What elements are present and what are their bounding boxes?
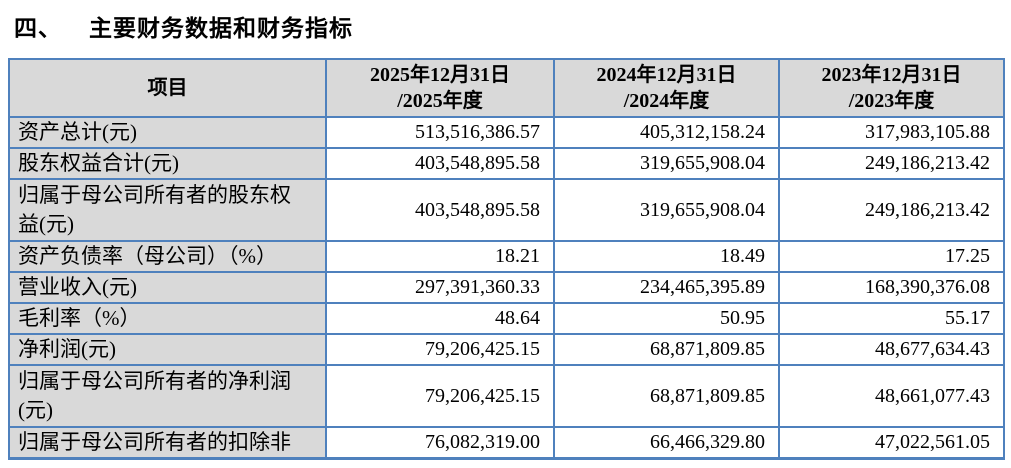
header-2023-line1: 2023年12月31日 [821, 64, 962, 86]
header-2024-line2: /2024年度 [623, 90, 710, 112]
row-value-2023: 17.25 [778, 240, 1005, 273]
row-value-2025: 79,206,425.15 [325, 333, 555, 366]
row-label: 资产总计(元) [8, 116, 327, 149]
table-row-debt-ratio: 资产负债率（母公司）（%） 18.21 18.49 17.25 [8, 240, 1005, 273]
row-value-2024: 18.49 [553, 240, 780, 273]
row-value-2023: 48,661,077.43 [778, 364, 1005, 428]
section-title-text: 主要财务数据和财务指标 [89, 16, 353, 41]
header-item: 项目 [8, 58, 327, 118]
table-row-parent-deducted-profit: 归属于母公司所有者的扣除非 76,082,319.00 66,466,329.8… [8, 426, 1005, 460]
row-label: 股东权益合计(元) [8, 147, 327, 180]
table-row-net-profit: 净利润(元) 79,206,425.15 68,871,809.85 48,67… [8, 333, 1005, 366]
row-value-2024: 319,655,908.04 [553, 147, 780, 180]
row-label: 毛利率（%） [8, 302, 327, 335]
section-title: 四、 主要财务数据和财务指标 [14, 9, 1011, 43]
row-value-2024: 50.95 [553, 302, 780, 335]
row-value-2025: 76,082,319.00 [325, 426, 555, 460]
header-2024: 2024年12月31日 /2024年度 [553, 58, 780, 118]
row-value-2023: 47,022,561.05 [778, 426, 1005, 460]
row-value-2023: 55.17 [778, 302, 1005, 335]
row-value-2024: 68,871,809.85 [553, 364, 780, 428]
row-label: 净利润(元) [8, 333, 327, 366]
table-header-row: 项目 2025年12月31日 /2025年度 2024年12月31日 /2024… [8, 58, 1005, 118]
row-value-2024: 234,465,395.89 [553, 271, 780, 304]
section-number: 四、 [14, 16, 62, 41]
table-row-total-equity: 股东权益合计(元) 403,548,895.58 319,655,908.04 … [8, 147, 1005, 180]
row-label: 归属于母公司所有者的净利润(元) [8, 364, 327, 428]
financial-data-table: 项目 2025年12月31日 /2025年度 2024年12月31日 /2024… [8, 58, 1005, 460]
table-row-parent-equity: 归属于母公司所有者的股东权益(元) 403,548,895.58 319,655… [8, 178, 1005, 242]
row-value-2024: 405,312,158.24 [553, 116, 780, 149]
header-2025-line1: 2025年12月31日 [370, 64, 510, 86]
row-value-2025: 79,206,425.15 [325, 364, 555, 428]
header-2023: 2023年12月31日 /2023年度 [778, 58, 1005, 118]
row-value-2023: 249,186,213.42 [778, 147, 1005, 180]
row-label: 归属于母公司所有者的股东权益(元) [8, 178, 327, 242]
table-row-total-assets: 资产总计(元) 513,516,386.57 405,312,158.24 31… [8, 116, 1005, 149]
row-value-2025: 18.21 [325, 240, 555, 273]
row-value-2025: 48.64 [325, 302, 555, 335]
header-2023-line2: /2023年度 [848, 90, 935, 112]
header-2025-line2: /2025年度 [397, 90, 483, 112]
row-value-2023: 48,677,634.43 [778, 333, 1005, 366]
row-value-2025: 403,548,895.58 [325, 147, 555, 180]
row-value-2024: 66,466,329.80 [553, 426, 780, 460]
row-label: 营业收入(元) [8, 271, 327, 304]
row-value-2025: 297,391,360.33 [325, 271, 555, 304]
row-value-2024: 68,871,809.85 [553, 333, 780, 366]
table-row-gross-margin: 毛利率（%） 48.64 50.95 55.17 [8, 302, 1005, 335]
row-value-2025: 403,548,895.58 [325, 178, 555, 242]
row-value-2023: 168,390,376.08 [778, 271, 1005, 304]
row-value-2025: 513,516,386.57 [325, 116, 555, 149]
row-value-2023: 317,983,105.88 [778, 116, 1005, 149]
row-value-2023: 249,186,213.42 [778, 178, 1005, 242]
table-row-revenue: 营业收入(元) 297,391,360.33 234,465,395.89 16… [8, 271, 1005, 304]
table-row-parent-net-profit: 归属于母公司所有者的净利润(元) 79,206,425.15 68,871,80… [8, 364, 1005, 428]
row-value-2024: 319,655,908.04 [553, 178, 780, 242]
header-2025: 2025年12月31日 /2025年度 [325, 58, 555, 118]
row-label: 资产负债率（母公司）（%） [8, 240, 327, 273]
row-label: 归属于母公司所有者的扣除非 [8, 426, 327, 460]
header-2024-line1: 2024年12月31日 [596, 64, 737, 86]
